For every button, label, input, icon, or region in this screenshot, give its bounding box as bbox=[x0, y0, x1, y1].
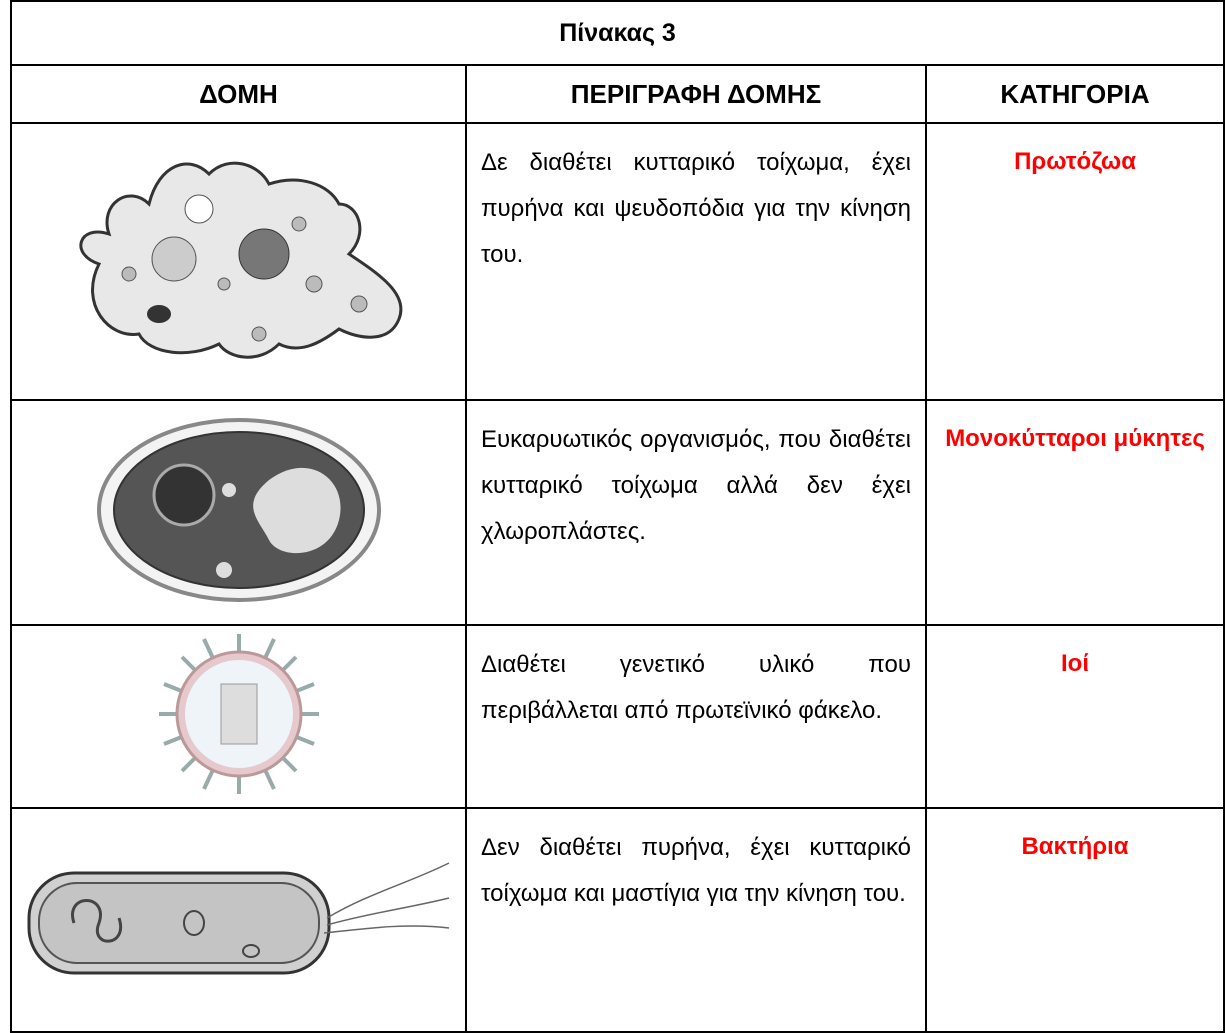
bacterium-image bbox=[27, 861, 449, 974]
yeast-image bbox=[96, 418, 381, 602]
category-cell: Πρωτόζωα bbox=[924, 122, 1225, 401]
header-cell: ΠΕΡΙΓΡΑΦΗ ΔΟΜΗΣ bbox=[465, 64, 927, 124]
description-cell: Δε διαθέτει κυτταρικό τοίχωμα, έχει πυρή… bbox=[465, 122, 927, 401]
category-cell: Βακτήρια bbox=[924, 807, 1225, 1033]
image-cell bbox=[10, 122, 467, 401]
image-cell bbox=[10, 399, 467, 626]
image-cell bbox=[10, 624, 467, 809]
description-cell: Ευκαρυωτικός οργανισμός, που διαθέτει κυ… bbox=[465, 399, 927, 626]
description-cell: Διαθέτει γενετικό υλικό που περιβάλλεται… bbox=[465, 624, 927, 809]
category-cell: Μονοκύτταροι μύκητες bbox=[924, 399, 1225, 626]
description-cell: Δεν διαθέτει πυρήνα, έχει κυτταρικό τοίχ… bbox=[465, 807, 927, 1033]
image-cell bbox=[10, 807, 467, 1033]
virus-image bbox=[158, 634, 319, 794]
header-cell: ΔΟΜΗ bbox=[10, 64, 467, 124]
structure-table: Πίνακας 3 ΔΟΜΗ ΠΕΡΙΓΡΑΦΗ ΔΟΜΗΣ ΚΑΤΗΓΟΡΙΑ… bbox=[9, 0, 1225, 1033]
table-title: Πίνακας 3 bbox=[9, 0, 1225, 66]
amoeba-image bbox=[78, 161, 402, 359]
header-cell: ΚΑΤΗΓΟΡΙΑ bbox=[924, 64, 1225, 124]
category-cell: Ιοί bbox=[924, 624, 1225, 809]
